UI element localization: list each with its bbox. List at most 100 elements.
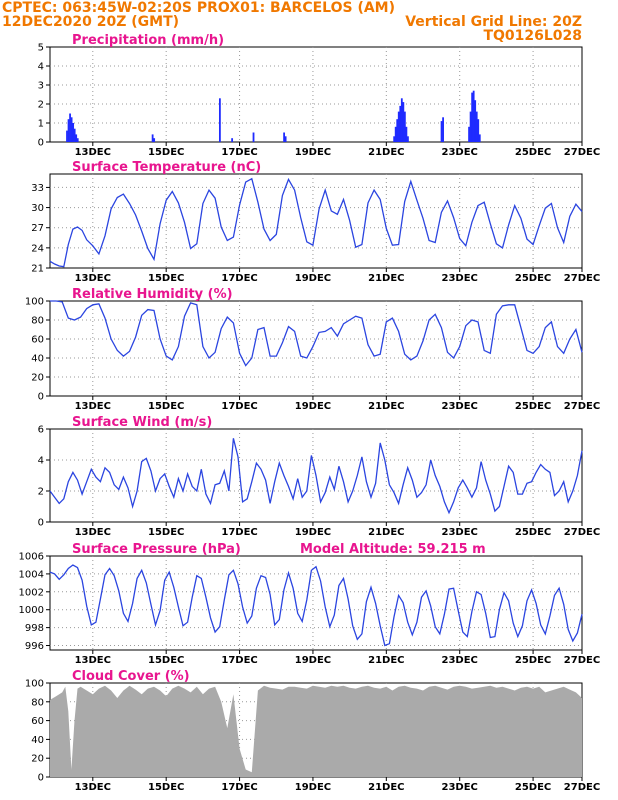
precip-bar	[231, 138, 234, 142]
x-tick-label: 21DEC	[368, 527, 404, 538]
y-tick-label: 0	[38, 138, 44, 149]
x-tick-label: 19DEC	[295, 782, 331, 793]
x-tick-label: 23DEC	[442, 401, 478, 412]
precip-bar	[153, 138, 156, 142]
precip-bar	[400, 98, 403, 142]
x-tick-label: 19DEC	[295, 401, 331, 412]
panel-temp: 21 24 27 30 33 13DEC 15DEC 17DEC 19DEC 21DEC 23DEC…	[31, 160, 600, 284]
panel-title: Cloud Cover (%)	[72, 669, 190, 684]
x-tick-label: 15DEC	[148, 527, 184, 538]
y-tick-label: 6	[38, 425, 44, 436]
y-tick-label: 20	[31, 754, 44, 765]
precip-bar	[475, 111, 478, 142]
y-tick-label: 3	[38, 81, 44, 92]
precip-bar	[67, 119, 70, 142]
y-tick-label: 1000	[19, 605, 44, 616]
y-tick-label: 1004	[19, 569, 44, 580]
cloud-cover-area	[50, 685, 582, 777]
x-tick-label: 19DEC	[295, 655, 331, 666]
y-tick-label: 4	[38, 62, 44, 73]
x-tick-label: 13DEC	[75, 655, 111, 666]
precip-bar	[440, 121, 443, 142]
panel-title: Surface Wind (m/s)	[72, 415, 212, 430]
x-tick-label: 25DEC	[515, 273, 551, 284]
precip-bar	[75, 134, 78, 142]
panel-title: Precipitation (mm/h)	[72, 33, 224, 48]
pressure-series-line	[49, 564, 583, 647]
x-tick-label: 21DEC	[368, 782, 404, 793]
y-tick-label: 24	[31, 243, 44, 254]
x-tick-label: 13DEC	[75, 273, 111, 284]
precip-bar	[407, 136, 409, 142]
precip-bar	[472, 90, 475, 142]
precip-bar	[471, 92, 474, 142]
x-tick-label: 23DEC	[442, 147, 478, 158]
precip-bar	[66, 130, 68, 142]
precip-bar	[283, 132, 285, 142]
x-tick-label: 25DEC	[515, 527, 551, 538]
panel-frame	[49, 555, 583, 651]
header-model-id: TQ0126L028	[483, 28, 582, 44]
y-tick-label: 4	[38, 456, 44, 467]
x-tick-label: 13DEC	[75, 147, 111, 158]
y-tick-label: 30	[31, 203, 44, 214]
x-tick-label: 15DEC	[148, 782, 184, 793]
x-tick-label: 21DEC	[368, 655, 404, 666]
x-tick-label: 27DEC	[564, 273, 600, 284]
precip-bar	[151, 134, 154, 142]
precip-bar	[394, 126, 397, 142]
panel-rh: 0 20 40 60 80 100 13DEC 15DEC 17DEC 19DEC 21DEC 23D…	[25, 287, 600, 412]
x-tick-label: 13DEC	[75, 401, 111, 412]
y-tick-label: 1006	[19, 552, 44, 563]
y-tick-label: 40	[31, 354, 44, 365]
y-tick-label: 80	[31, 697, 44, 708]
precip-bar	[399, 105, 402, 142]
panel-annotation: Model Altitude: 59.215 m	[300, 542, 486, 557]
y-tick-label: 100	[25, 679, 44, 690]
x-tick-label: 21DEC	[368, 401, 404, 412]
rh-series-line	[50, 300, 583, 367]
precip-bar	[397, 111, 400, 142]
panel-frame	[49, 46, 583, 143]
precip-bar	[69, 113, 71, 142]
header-station: CPTEC: 063:45W-02:20S PROX01: BARCELOS (…	[2, 0, 396, 16]
wind-series-line	[49, 438, 583, 515]
y-tick-label: 0	[38, 392, 44, 403]
x-tick-label: 23DEC	[442, 273, 478, 284]
x-tick-label: 25DEC	[515, 401, 551, 412]
y-tick-label: 40	[31, 735, 44, 746]
x-tick-label: 19DEC	[295, 147, 331, 158]
precip-bar	[468, 126, 470, 142]
header: CPTEC: 063:45W-02:20S PROX01: BARCELOS (…	[0, 0, 618, 46]
x-tick-label: 17DEC	[221, 527, 257, 538]
x-tick-label: 27DEC	[564, 147, 600, 158]
x-tick-label: 15DEC	[148, 273, 184, 284]
y-tick-label: 2	[38, 487, 44, 498]
y-tick-label: 100	[25, 297, 44, 308]
precip-bar	[405, 126, 408, 142]
y-tick-label: 0	[38, 773, 44, 784]
y-tick-label: 60	[31, 335, 44, 346]
panel-title: Relative Humidity (%)	[72, 287, 233, 302]
precip-bar	[474, 100, 477, 142]
panel-cloud: 0 20 40 60 80 100 13DEC 15DEC 17DEC 19DEC 21DEC 23D…	[25, 669, 600, 793]
panel-precip: 0 1 2 3 4 5 13DEC 15DEC 17DEC 19DEC 21DEC 23DEC 25DE…	[38, 33, 601, 158]
x-tick-label: 17DEC	[221, 401, 257, 412]
x-tick-label: 23DEC	[442, 527, 478, 538]
y-tick-label: 2	[38, 100, 44, 111]
x-tick-label: 15DEC	[148, 401, 184, 412]
y-tick-label: 0	[38, 518, 44, 529]
x-tick-label: 19DEC	[295, 527, 331, 538]
x-tick-label: 21DEC	[368, 147, 404, 158]
x-tick-label: 27DEC	[564, 401, 600, 412]
precip-bar	[70, 117, 73, 142]
y-tick-label: 5	[38, 43, 44, 54]
x-tick-label: 19DEC	[295, 273, 331, 284]
x-tick-label: 15DEC	[148, 655, 184, 666]
x-tick-label: 13DEC	[75, 527, 111, 538]
x-tick-label: 27DEC	[564, 527, 600, 538]
x-tick-label: 17DEC	[221, 782, 257, 793]
y-tick-label: 27	[31, 223, 44, 234]
precip-bar	[396, 119, 399, 142]
